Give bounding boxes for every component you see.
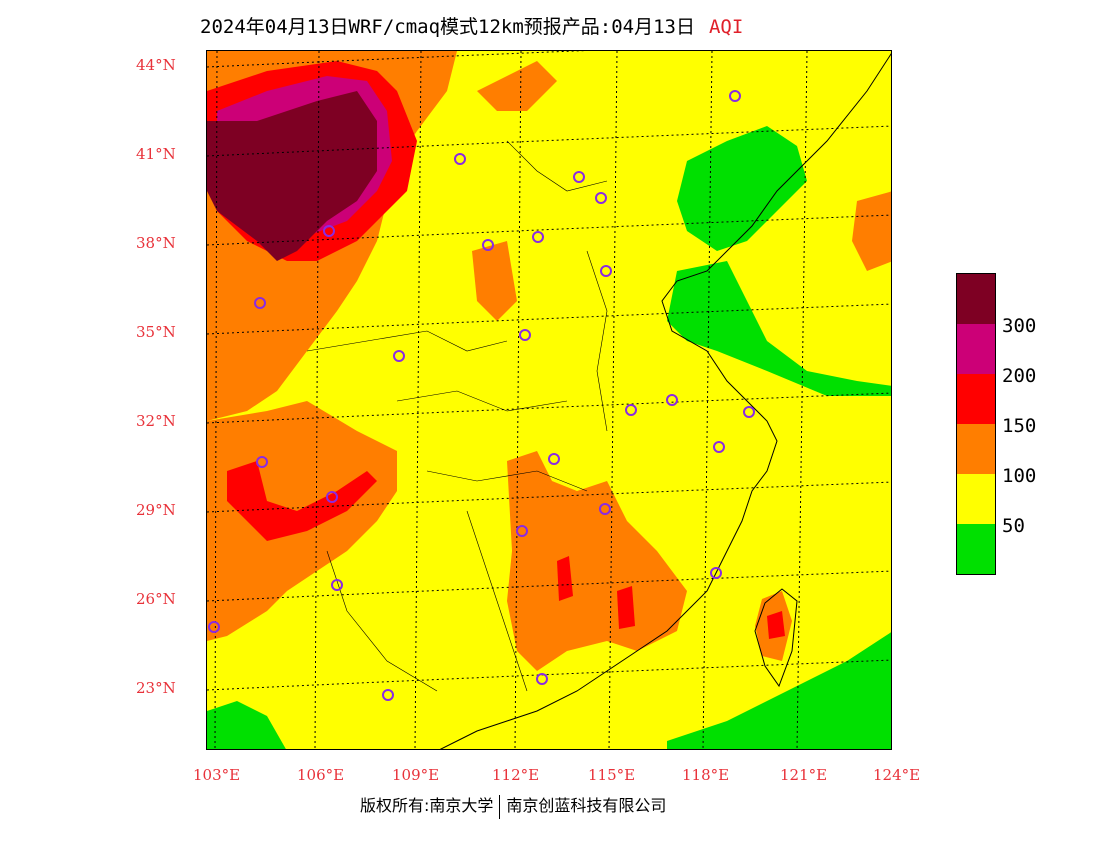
copyright-left: 版权所有:南京大学 — [360, 796, 494, 815]
aqi-zone-orange-northstrip — [477, 61, 557, 111]
aqi-zone-green-bohai — [677, 126, 807, 251]
legend-label-50: 50 — [1002, 515, 1025, 537]
legend-label-300: 300 — [1002, 315, 1037, 337]
city-markers — [208, 90, 755, 701]
graticule — [207, 51, 891, 749]
aqi-legend — [956, 273, 996, 575]
aqi-zone-orange-northeast — [852, 191, 891, 271]
aqi-zone-green-southwest — [207, 701, 286, 749]
lat-label-26: 26°N — [136, 590, 176, 608]
lat-label-38: 38°N — [136, 234, 176, 252]
variable-label: AQI — [708, 16, 744, 38]
lon-label-124: 124°E — [873, 766, 921, 784]
aqi-zone-red-taiwan — [767, 611, 785, 639]
lat-label-32: 32°N — [136, 412, 176, 430]
aqi-zone-orange-south-central — [507, 451, 687, 671]
lon-label-106: 106°E — [297, 766, 345, 784]
lon-label-115: 115°E — [588, 766, 636, 784]
copyright-right: 南京创蓝科技有限公司 — [506, 796, 667, 815]
footer-divider — [499, 794, 501, 819]
aqi-zone-red-south-1 — [557, 556, 573, 601]
legend-swatch-red — [957, 374, 995, 424]
lon-label-112: 112°E — [492, 766, 540, 784]
aqi-zone-red-south-2 — [617, 586, 635, 629]
lon-label-103: 103°E — [193, 766, 241, 784]
taiwan-outline — [754, 588, 798, 688]
aqi-zone-maroon-north — [207, 91, 377, 261]
legend-swatch-yellow — [957, 474, 995, 524]
legend-swatch-green — [957, 524, 995, 574]
lon-label-121: 121°E — [780, 766, 828, 784]
aqi-zone-green-southeast — [667, 632, 891, 749]
aqi-zone-red-southwest — [227, 461, 377, 541]
legend-swatch-maroon — [957, 274, 995, 324]
legend-swatch-purple — [957, 324, 995, 374]
legend-label-100: 100 — [1002, 465, 1037, 487]
title-text: 2024年04月13日WRF/cmaq模式12km预报产品:04月13日 — [200, 16, 695, 38]
aqi-zone-orange-central — [472, 241, 517, 321]
coastline — [439, 53, 891, 749]
aqi-zone-green-east — [667, 261, 891, 396]
lat-label-29: 29°N — [136, 501, 176, 519]
lat-label-44: 44°N — [136, 56, 176, 74]
copyright-footer: 版权所有:南京大学 南京创蓝科技有限公司 — [360, 792, 666, 819]
legend-label-200: 200 — [1002, 365, 1037, 387]
province-borders — [306, 140, 608, 692]
lat-label-35: 35°N — [136, 323, 176, 341]
lat-label-23: 23°N — [136, 679, 176, 697]
map-title: 2024年04月13日WRF/cmaq模式12km预报产品:04月13日 AQI — [200, 12, 743, 39]
aqi-field — [207, 51, 891, 749]
aqi-map — [206, 50, 892, 750]
lat-label-41: 41°N — [136, 145, 176, 163]
lon-label-109: 109°E — [392, 766, 440, 784]
legend-label-150: 150 — [1002, 415, 1037, 437]
legend-swatch-orange — [957, 424, 995, 474]
lon-label-118: 118°E — [682, 766, 730, 784]
